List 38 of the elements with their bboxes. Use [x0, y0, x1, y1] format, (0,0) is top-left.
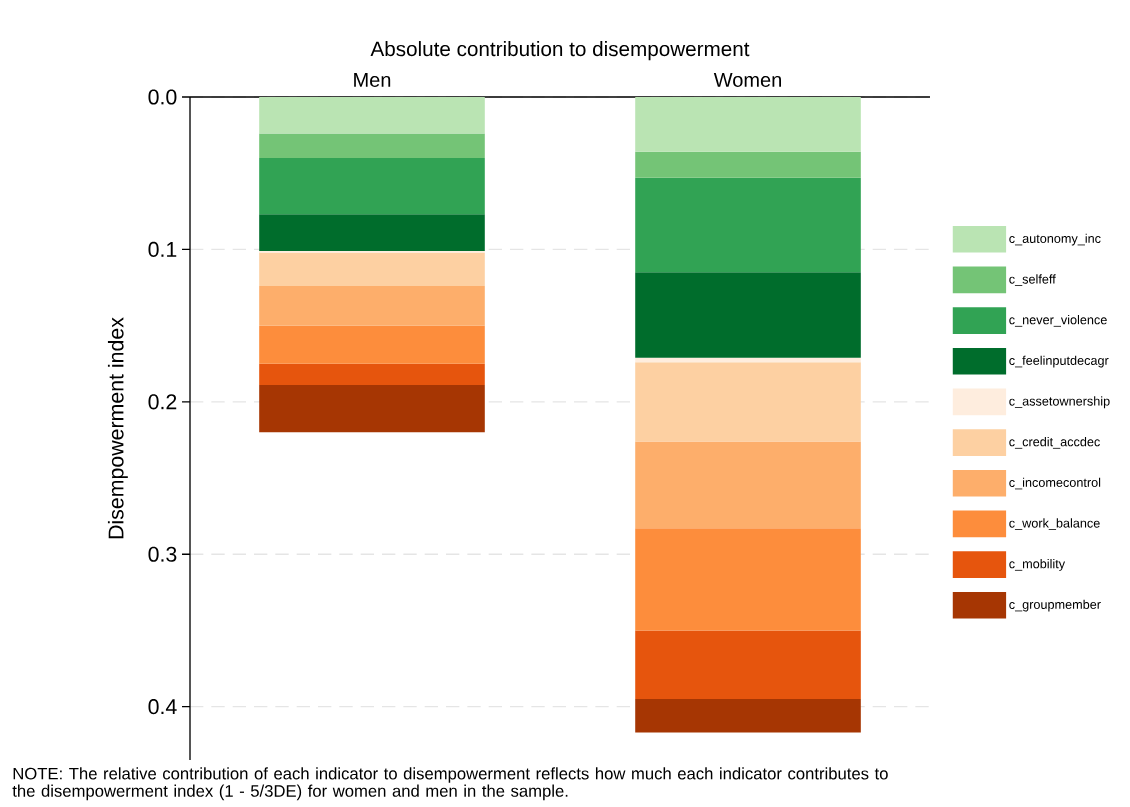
bar	[635, 441, 861, 529]
y-tick-label: 0.3	[148, 546, 177, 562]
y-tick-label: 0.0	[148, 89, 177, 105]
x-tick-label: Women	[713, 73, 781, 87]
bar	[259, 133, 485, 158]
bar	[635, 528, 861, 631]
chart-title: Absolute contribution to disempowerment	[370, 41, 750, 61]
bar	[259, 252, 485, 286]
legend-label: c_incomecontrol	[1009, 477, 1101, 490]
y-tick-label: 0.2	[148, 394, 177, 410]
legend-label: c_work_balance	[1009, 518, 1100, 531]
bar	[635, 177, 861, 273]
bar	[635, 699, 861, 733]
legend-label: c_feelinputdecagr	[1009, 355, 1109, 368]
bar	[259, 214, 485, 251]
y-tick-label: 0.4	[148, 699, 177, 715]
bar	[259, 385, 485, 433]
legend-label: c_autonomy_inc	[1009, 233, 1101, 246]
legend-label: c_credit_accdec	[1009, 436, 1100, 449]
y-axis-title: Disempowerment index	[107, 317, 128, 539]
bar	[635, 97, 861, 152]
bar	[635, 151, 861, 178]
bar	[259, 286, 485, 326]
y-tick-label: 0.1	[148, 241, 177, 257]
bar	[635, 272, 861, 358]
bar	[259, 325, 485, 364]
bar	[259, 97, 485, 134]
text: NOTE: The relative contribution of each indicator to disempowerment reflects how much each indicator contributes to the disempowerment index (1 - 5/3DE) for women and men in the sample.	[12, 767, 888, 801]
legend-label: c_groupmember	[1009, 599, 1101, 612]
legend-label: c_never_violence	[1009, 314, 1107, 327]
legend-label: c_assetownership	[1009, 396, 1110, 409]
bar	[259, 157, 485, 215]
legend-label: c_mobility	[1009, 558, 1066, 571]
bar	[635, 362, 861, 442]
legend-label: c_selfeff	[1009, 274, 1056, 287]
bar	[259, 363, 485, 386]
x-tick-label: Men	[354, 73, 391, 87]
bar	[635, 630, 861, 700]
